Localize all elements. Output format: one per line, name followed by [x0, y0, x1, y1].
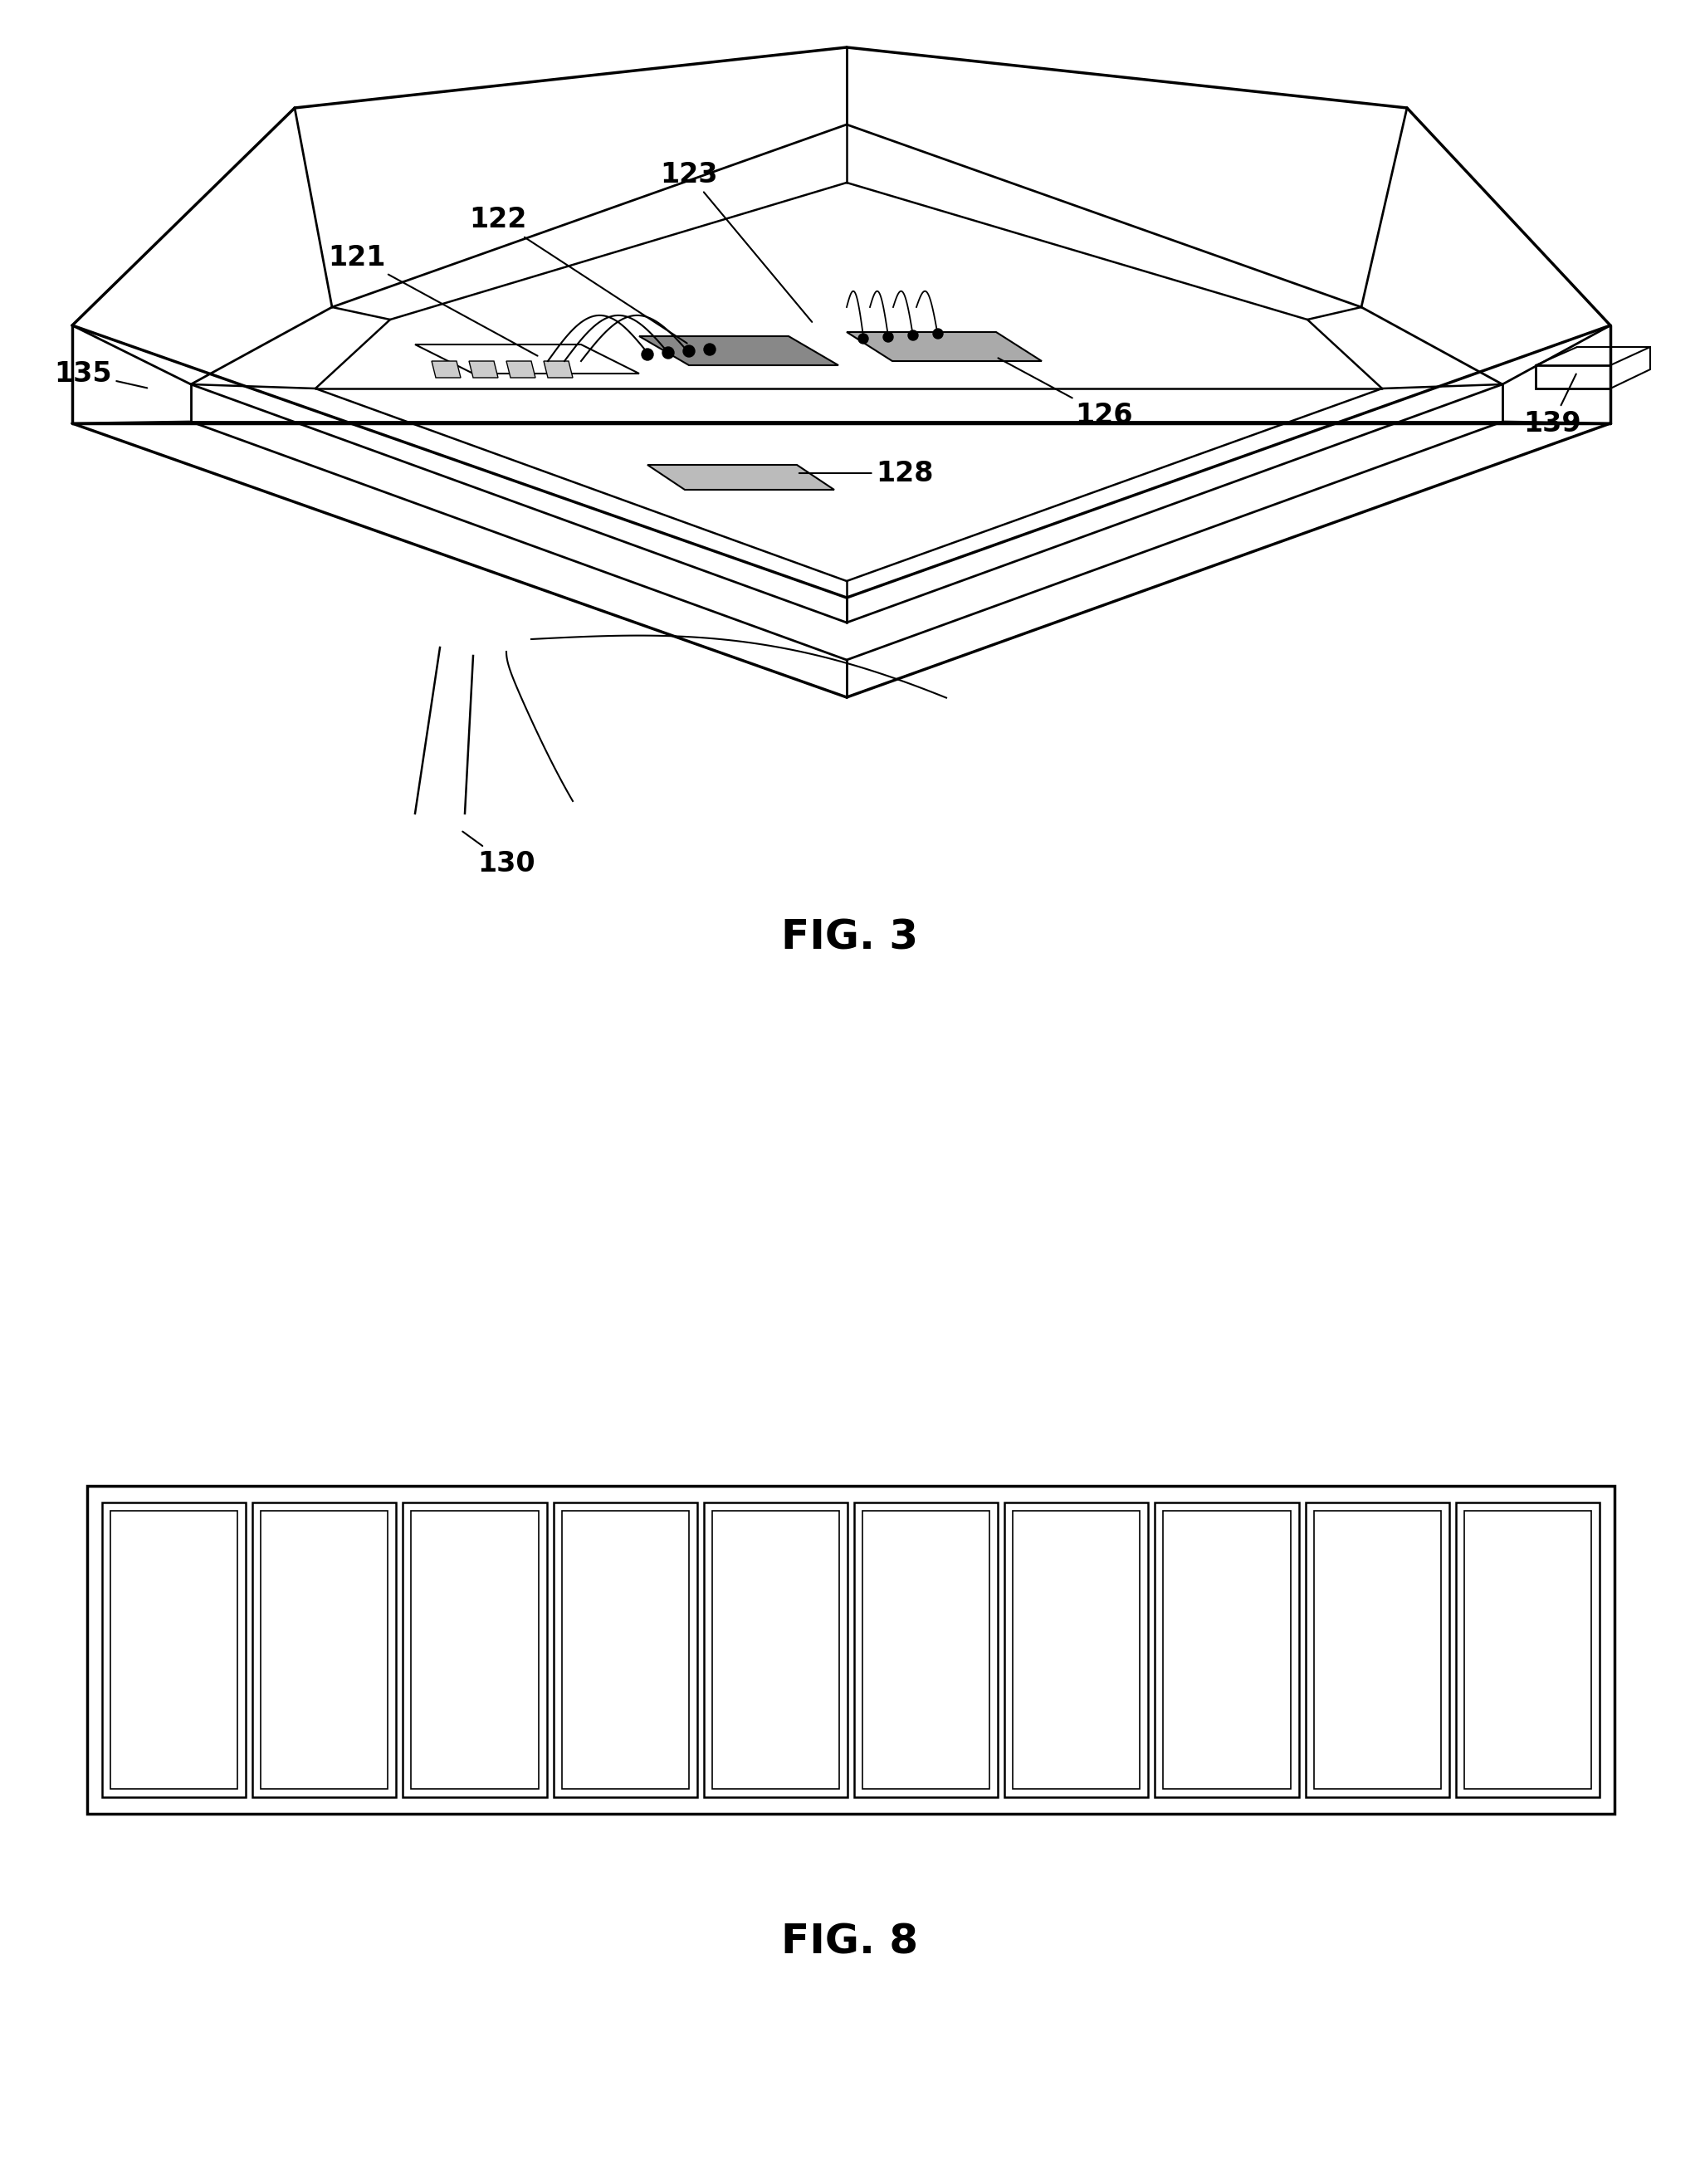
Circle shape — [704, 343, 716, 356]
Text: 126: 126 — [998, 358, 1132, 428]
Polygon shape — [847, 332, 1042, 360]
Bar — [1306, 1503, 1448, 1797]
Polygon shape — [639, 336, 838, 365]
Bar — [1005, 1503, 1148, 1797]
Bar — [552, 1503, 697, 1797]
Circle shape — [884, 332, 892, 343]
Bar — [561, 1511, 688, 1789]
Bar — [862, 1511, 989, 1789]
Text: 128: 128 — [799, 459, 933, 487]
Bar — [704, 1503, 848, 1797]
Bar — [102, 1503, 246, 1797]
Bar — [853, 1503, 998, 1797]
Circle shape — [683, 345, 695, 356]
Text: 122: 122 — [469, 205, 687, 343]
Bar — [411, 1511, 539, 1789]
Bar — [260, 1511, 388, 1789]
Polygon shape — [648, 465, 835, 489]
Bar — [110, 1511, 238, 1789]
Bar — [1455, 1503, 1600, 1797]
Text: 123: 123 — [660, 162, 813, 321]
Polygon shape — [507, 360, 536, 378]
Bar — [253, 1503, 396, 1797]
Circle shape — [858, 334, 869, 343]
Text: 121: 121 — [328, 245, 537, 356]
Bar — [87, 1485, 1615, 1813]
Text: 139: 139 — [1523, 373, 1581, 437]
Polygon shape — [432, 360, 461, 378]
Circle shape — [933, 330, 944, 339]
Bar — [1314, 1511, 1442, 1789]
Bar — [1013, 1511, 1141, 1789]
Bar — [1464, 1511, 1591, 1789]
Bar — [403, 1503, 547, 1797]
Bar — [712, 1511, 840, 1789]
Text: FIG. 8: FIG. 8 — [782, 1922, 918, 1963]
Circle shape — [663, 347, 673, 358]
Bar — [1163, 1511, 1290, 1789]
Text: 130: 130 — [462, 832, 536, 878]
Text: FIG. 3: FIG. 3 — [782, 917, 918, 959]
Polygon shape — [544, 360, 573, 378]
Polygon shape — [469, 360, 498, 378]
Text: 135: 135 — [54, 360, 148, 389]
Circle shape — [908, 330, 918, 341]
Circle shape — [641, 349, 653, 360]
Bar — [1154, 1503, 1299, 1797]
